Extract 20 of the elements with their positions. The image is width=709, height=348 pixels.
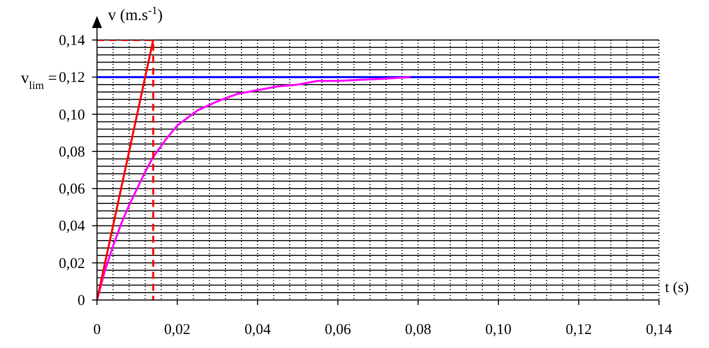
y-tick-label: 0,12	[58, 70, 85, 86]
ref-line-label: v$_{lim}$ =	[21, 70, 57, 92]
y-tick-label: 0,02	[58, 256, 85, 272]
x-tick-label: 0,06	[324, 322, 352, 338]
y-tick-label: 0	[78, 293, 85, 309]
y-axis-title: v (m.s$^{-1}$)	[108, 5, 163, 24]
y-tick-label: 0,14	[58, 33, 86, 49]
x-axis-title: t (s)	[665, 280, 689, 296]
line-series	[97, 76, 412, 300]
y-tick-label: 0,06	[58, 182, 86, 198]
x-tick-label: 0,10	[485, 322, 512, 338]
y-tick-label: 0,04	[58, 218, 86, 235]
x-tick-label: 0,12	[566, 322, 592, 338]
x-tick-label: 0,04	[244, 322, 272, 338]
y-tick-label: 0,08	[58, 144, 85, 160]
x-tick-label: 0,14	[646, 322, 673, 338]
y-tick-label: 0,10	[58, 107, 85, 124]
x-tick-label: 0	[93, 322, 101, 338]
x-tick-label: 0,02	[164, 322, 190, 338]
x-tick-label: 0,08	[405, 322, 432, 338]
